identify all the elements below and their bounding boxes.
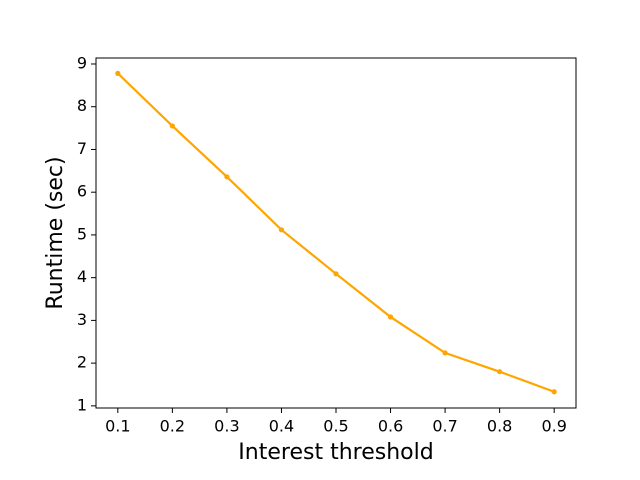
y-tick-label: 1 (77, 395, 87, 414)
data-point (387, 314, 394, 320)
plot-frame (95, 57, 577, 409)
data-point (278, 227, 285, 233)
data-point (115, 70, 121, 76)
y-tick-label: 9 (77, 53, 87, 72)
y-tick-label: 5 (77, 224, 87, 243)
data-point (169, 123, 175, 129)
x-tick-label: 0.8 (487, 417, 512, 436)
x-tick-label: 0.4 (269, 417, 294, 436)
x-tick-label: 0.1 (105, 417, 130, 436)
x-tick-label: 0.3 (214, 417, 239, 436)
data-point (442, 350, 448, 356)
y-tick-label: 6 (77, 182, 87, 201)
y-tick-label: 8 (77, 96, 87, 115)
y-tick-label: 7 (77, 139, 87, 158)
x-tick-label: 0.2 (160, 417, 185, 436)
x-tick-label: 0.5 (323, 417, 348, 436)
x-axis-label: Interest threshold (238, 440, 433, 465)
y-tick-label: 2 (77, 353, 87, 372)
x-tick-label: 0.7 (432, 417, 457, 436)
y-axis-label: Runtime (sec) (43, 156, 68, 309)
data-point (333, 271, 339, 277)
data-point (551, 389, 557, 395)
data-point (497, 369, 503, 375)
x-tick-label: 0.9 (541, 417, 566, 436)
y-tick-label: 3 (77, 310, 87, 329)
data-point (224, 174, 230, 180)
y-tick-label: 4 (77, 267, 87, 286)
x-tick-label: 0.6 (378, 417, 403, 436)
